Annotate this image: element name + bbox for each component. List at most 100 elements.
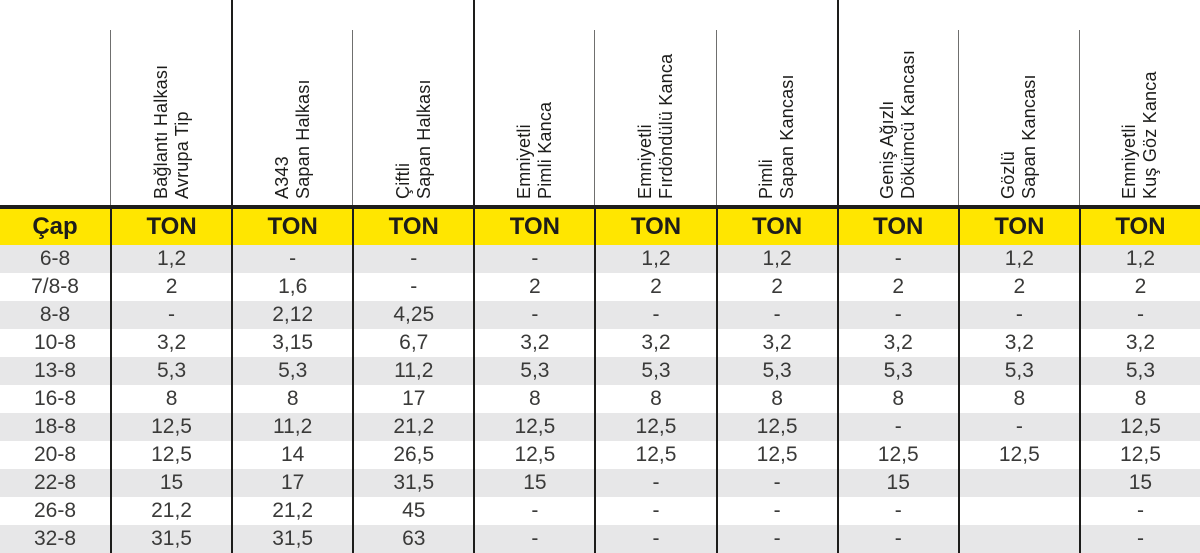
capacity-cell: - (836, 497, 958, 525)
capacity-cell: 31,5 (110, 525, 231, 553)
column-header: Emniyetli Pimli Kanca (473, 0, 594, 205)
rotated-header-row: Bağlantı Halkası Avrupa Tip A343 Sapan Halk… (0, 0, 1200, 205)
row-cap-cell: 18-8 (33, 415, 77, 438)
capacity-cell: - (836, 245, 958, 273)
capacity-cell: 8 (836, 385, 958, 413)
capacity-cell: - (957, 413, 1079, 441)
capacity-cell: 3,2 (836, 329, 958, 357)
capacity-cell: - (594, 301, 715, 329)
ton-cell: TON (836, 209, 958, 245)
column-header-label: Bağlantı Halkası Avrupa Tip (151, 65, 193, 199)
capacity-cell: - (1078, 497, 1200, 525)
table-row: 7/8-8 2 1,6-2 2 2 2 2 2 (0, 273, 1200, 301)
capacity-cell: - (473, 525, 594, 553)
capacity-cell: 1,2 (1078, 245, 1200, 273)
ton-cell: TON (1078, 209, 1200, 245)
column-header-line2: Sapan Kancası (1019, 74, 1040, 199)
table-row: 6-8 1,2- - -1,2 1,2-1,2 1,2 (0, 245, 1200, 273)
column-header-line2: Dökümcü Kancası (898, 49, 919, 199)
capacity-cell: - (473, 301, 594, 329)
column-header-label: Emniyetli Pimli Kanca (514, 102, 556, 199)
ton-cell: TON (715, 209, 837, 245)
capacity-cell: 2 (473, 273, 594, 301)
row-cap-cell: 26-8 (33, 499, 77, 522)
table-body: 6-8 1,2- - -1,2 1,2-1,2 1,2 7/8-8 2 1,6-2 2 2 2 2 2 8-… (0, 245, 1200, 553)
capacity-cell: 12,5 (594, 441, 715, 469)
capacity-cell: 1,2 (957, 245, 1079, 273)
capacity-cell: 12,5 (473, 441, 594, 469)
capacity-cell: 11,2 (352, 357, 473, 385)
capacity-cell: 8 (957, 385, 1079, 413)
capacity-cell: 1,2 (594, 245, 715, 273)
capacity-cell: 15 (110, 469, 231, 497)
capacity-cell: - (594, 469, 715, 497)
row-cap-cell: 32-8 (33, 527, 77, 550)
capacity-cell: 12,5 (594, 413, 715, 441)
capacity-cell: - (473, 497, 594, 525)
table-row: 32-8 31,5 31,5 63- - - - - (0, 525, 1200, 553)
capacity-cell: 5,3 (231, 357, 352, 385)
capacity-cell: 12,5 (836, 441, 958, 469)
capacity-cell: 3,2 (715, 329, 837, 357)
capacity-cell: - (715, 301, 837, 329)
ton-header-row: Çap TON TON TON TON TON TON TON TON TON (0, 209, 1200, 245)
table-row: 18-8 12,5 11,2 21,2 12,5 12,5 12,5- -12,5 (0, 413, 1200, 441)
table-row: 20-8 12,5 14 26,5 12,5 12,5 12,5 12,5 12,5 12,5 (0, 441, 1200, 469)
capacity-cell: 2,12 (231, 301, 352, 329)
capacity-cell: - (594, 497, 715, 525)
row-cap-cell: 13-8 (33, 359, 77, 382)
ton-cell: TON (594, 209, 715, 245)
capacity-cell: 45 (352, 497, 473, 525)
column-header-line2: Sapan Halkası (292, 79, 313, 199)
row-cap-cell: 22-8 (33, 471, 77, 494)
capacity-cell: 3,2 (1078, 329, 1200, 357)
capacity-cell: 2 (957, 273, 1079, 301)
capacity-cell: 17 (231, 469, 352, 497)
capacity-cell: 21,2 (231, 497, 352, 525)
capacity-cell: 12,5 (1078, 413, 1200, 441)
capacity-cell: - (231, 245, 352, 273)
capacity-cell: 5,3 (1078, 357, 1200, 385)
capacity-cell: 3,15 (231, 329, 352, 357)
capacity-cell: - (836, 413, 958, 441)
column-header-line2: Sapan Kancası (777, 74, 798, 199)
capacity-cell: 12,5 (715, 441, 837, 469)
capacity-cell: 1,6 (231, 273, 352, 301)
capacity-cell: 12,5 (715, 413, 837, 441)
capacity-cell: 3,2 (957, 329, 1079, 357)
row-cap-cell: 10-8 (33, 331, 77, 354)
column-header-line1: Çiftli (392, 162, 413, 199)
capacity-cell: 2 (110, 273, 231, 301)
capacity-cell: 5,3 (715, 357, 837, 385)
column-header: Pimli Sapan Kancası (715, 0, 837, 205)
column-header-line2: Avrupa Tip (171, 111, 192, 199)
capacity-cell: 8 (594, 385, 715, 413)
capacity-cell: 21,2 (110, 497, 231, 525)
column-header-line1: Pimli (756, 159, 777, 199)
column-header: Emniyetli Kuş Göz Kanca (1078, 0, 1200, 205)
capacity-cell: - (473, 245, 594, 273)
capacity-cell: - (715, 525, 837, 553)
capacity-cell: 2 (715, 273, 837, 301)
column-header: A343 Sapan Halkası (231, 0, 352, 205)
capacity-cell: - (836, 525, 958, 553)
column-header-label: Pimli Sapan Kancası (756, 74, 798, 199)
column-header-line1: Emniyetli (513, 124, 534, 199)
column-header-label: Emniyetli Fırdöndülü Kanca (635, 54, 677, 199)
column-header: Çiftli Sapan Halkası (352, 0, 473, 205)
capacity-cell: 8 (110, 385, 231, 413)
column-header-label: Çiftli Sapan Halkası (393, 79, 435, 199)
column-header-line1: Emniyetli (634, 124, 655, 199)
capacity-cell: - (1078, 301, 1200, 329)
cap-header-spacer (0, 0, 110, 205)
capacity-cell (957, 525, 1079, 553)
capacity-cell: 5,3 (957, 357, 1079, 385)
capacity-cell: 12,5 (110, 441, 231, 469)
ton-cell: TON (473, 209, 594, 245)
capacity-cell: 5,3 (110, 357, 231, 385)
capacity-cell: 11,2 (231, 413, 352, 441)
capacity-cell: - (352, 245, 473, 273)
capacity-cell: 8 (231, 385, 352, 413)
column-header-line1: Gözlü (998, 150, 1019, 199)
capacity-cell: 31,5 (231, 525, 352, 553)
